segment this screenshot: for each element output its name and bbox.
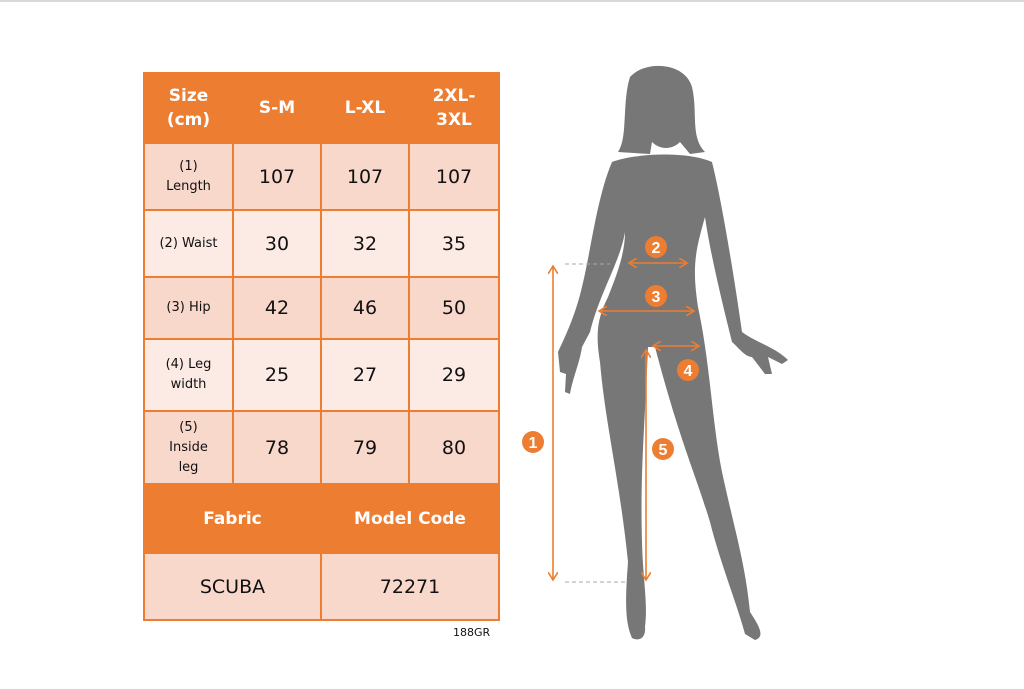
row-label: (1) Length [143, 142, 234, 211]
model-code-value: 72271 [320, 552, 500, 621]
size-chart-table: Size (cm) S-M L-XL 2XL- 3XL (1) Length 1… [143, 72, 500, 621]
table-row: (5) Inside leg 78 79 80 [143, 410, 500, 485]
header-model-code: Model Code [320, 483, 500, 554]
cell: 32 [320, 209, 410, 278]
marker-2: 2 [652, 240, 661, 257]
cell: 30 [232, 209, 322, 278]
cell: 79 [320, 410, 410, 485]
cell: 80 [408, 410, 500, 485]
marker-5: 5 [659, 442, 668, 459]
header-l-xl: L-XL [320, 72, 410, 144]
footer-value-row: SCUBA 72271 [143, 552, 500, 621]
measurement-lines [553, 263, 699, 583]
row-label: (4) Leg width [143, 338, 234, 412]
header-row: Size (cm) S-M L-XL 2XL- 3XL [143, 72, 500, 144]
cell: 46 [320, 276, 410, 340]
cell: 107 [320, 142, 410, 211]
cell: 35 [408, 209, 500, 278]
product-code: 188GR [453, 626, 491, 639]
markers: 1 2 3 4 5 [522, 236, 699, 460]
cell: 50 [408, 276, 500, 340]
marker-1: 1 [529, 435, 538, 452]
row-label: (5) Inside leg [143, 410, 234, 485]
header-s-m: S-M [232, 72, 322, 144]
header-size: Size (cm) [143, 72, 234, 144]
cell: 29 [408, 338, 500, 412]
cell: 107 [232, 142, 322, 211]
table-row: (1) Length 107 107 107 [143, 142, 500, 211]
cell: 42 [232, 276, 322, 340]
fabric-value: SCUBA [143, 552, 322, 621]
table-row: (2) Waist 30 32 35 [143, 209, 500, 278]
table-row: (3) Hip 42 46 50 [143, 276, 500, 340]
cell: 78 [232, 410, 322, 485]
cell: 107 [408, 142, 500, 211]
row-label: (2) Waist [143, 209, 234, 278]
marker-3: 3 [652, 289, 661, 306]
table-row: (4) Leg width 25 27 29 [143, 338, 500, 412]
header-fabric: Fabric [143, 483, 322, 554]
marker-4: 4 [684, 363, 693, 380]
footer-header-row: Fabric Model Code [143, 483, 500, 554]
row-label: (3) Hip [143, 276, 234, 340]
cell: 25 [232, 338, 322, 412]
cell: 27 [320, 338, 410, 412]
header-2xl-3xl: 2XL- 3XL [408, 72, 500, 144]
silhouette [558, 65, 788, 640]
